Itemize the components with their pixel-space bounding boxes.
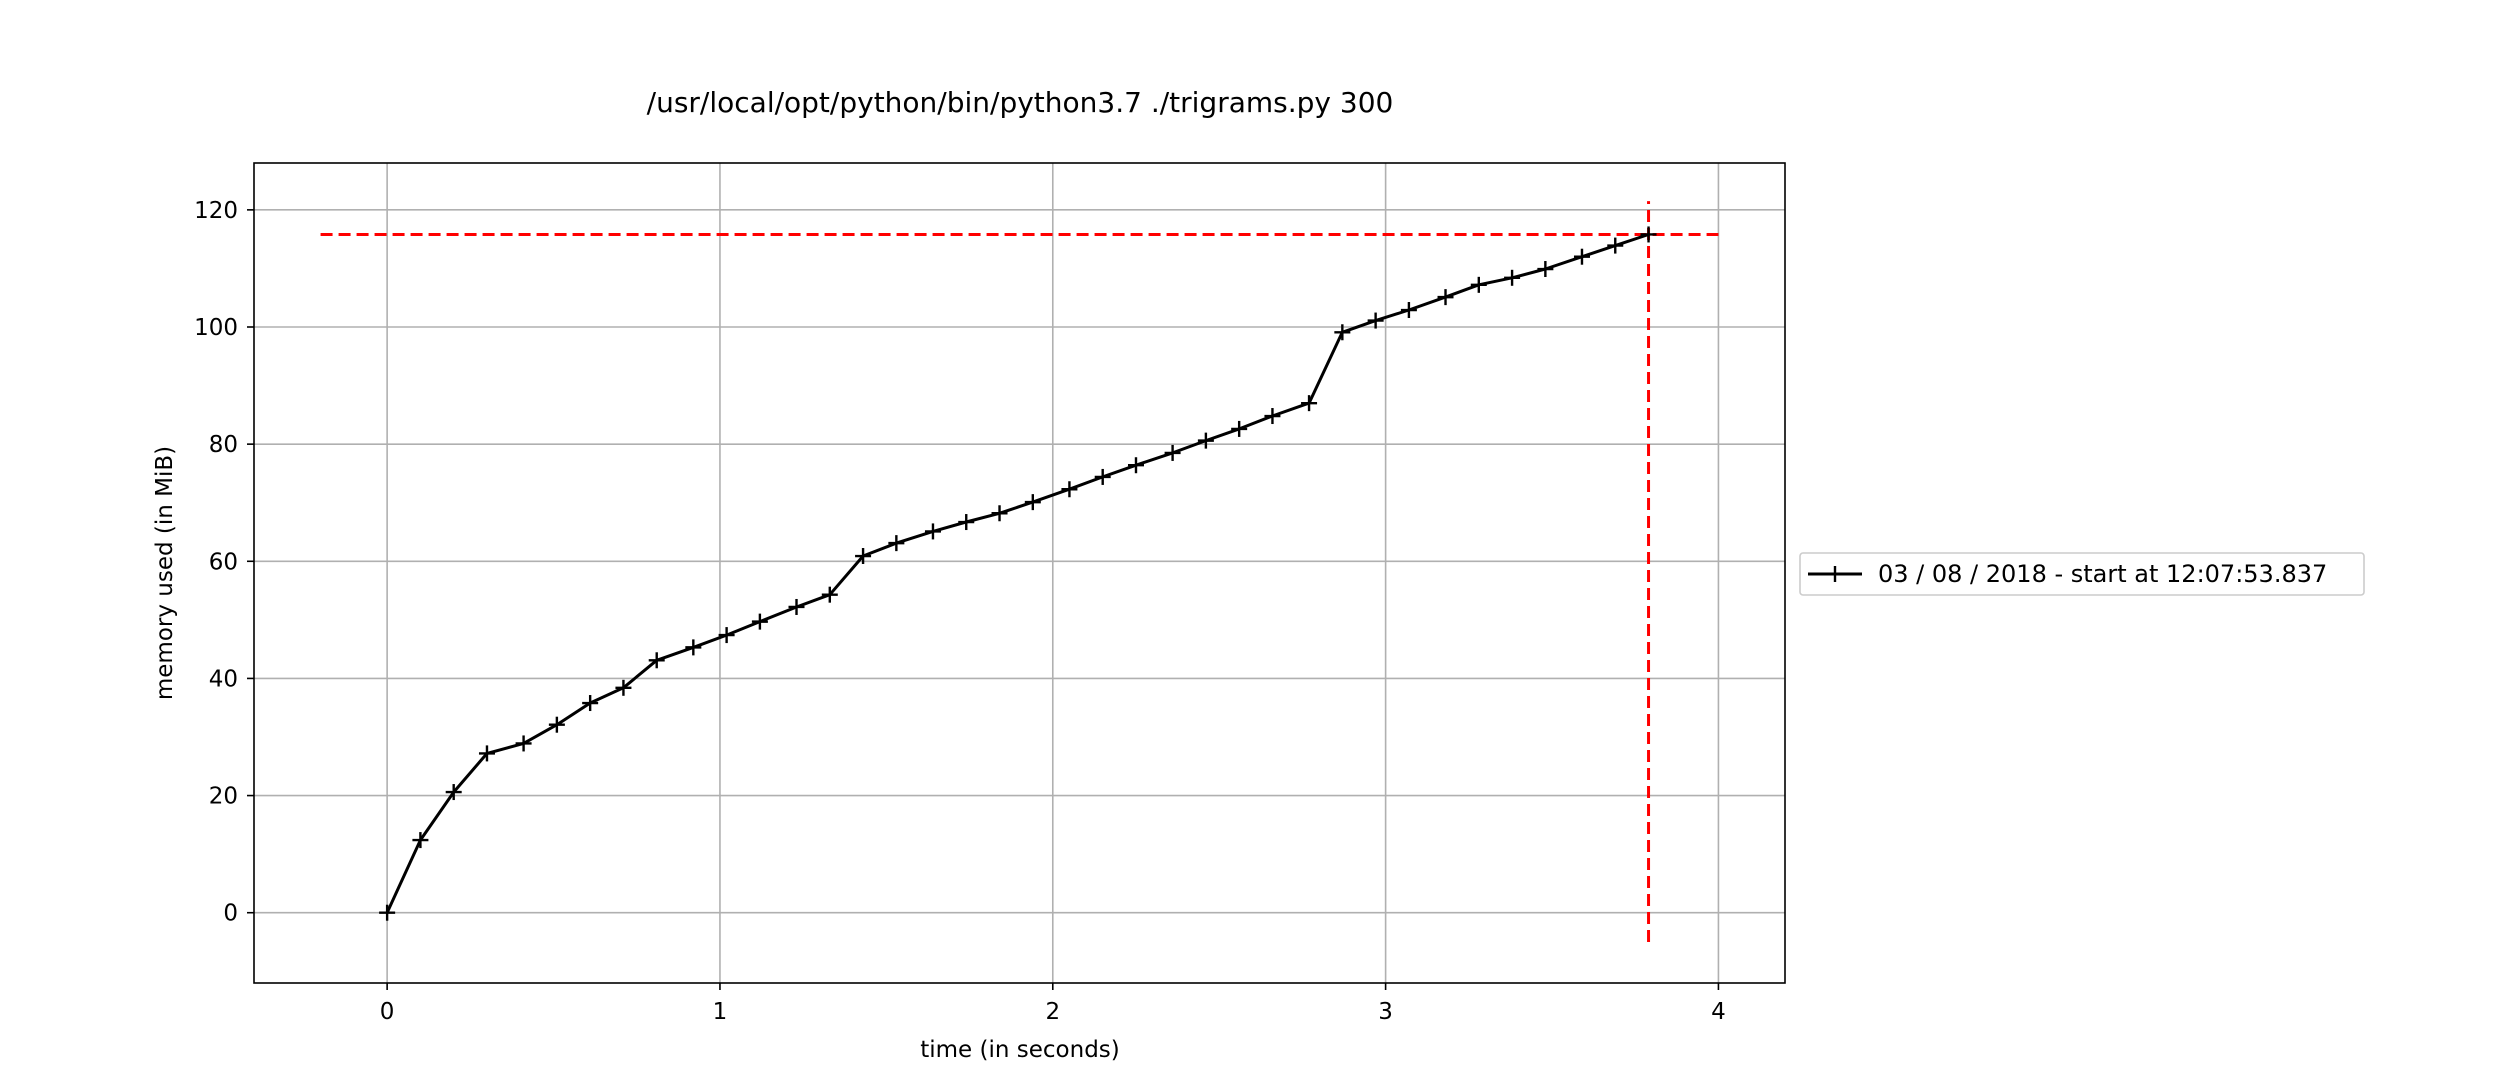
data-point <box>379 904 396 921</box>
data-point <box>1367 312 1384 329</box>
reference-lines <box>320 201 1719 942</box>
data-point <box>648 652 665 669</box>
data-point <box>582 695 599 712</box>
data-point <box>515 735 532 752</box>
legend-box <box>1799 552 2365 596</box>
data-point <box>1127 457 1144 474</box>
data-point <box>685 639 702 656</box>
data-point <box>718 627 735 644</box>
y-tick-label: 100 <box>194 315 238 341</box>
data-point <box>1470 276 1487 293</box>
grid-lines <box>254 163 1785 983</box>
y-tick-label: 20 <box>209 784 238 810</box>
series-line <box>385 233 1649 914</box>
data-point <box>1301 395 1318 412</box>
data-point <box>1094 468 1111 485</box>
data-point <box>1537 261 1554 278</box>
x-tick-label: 2 <box>1045 999 1060 1025</box>
data-point <box>821 586 838 603</box>
data-point <box>412 832 429 849</box>
y-tick-label: 80 <box>209 432 238 458</box>
data-point <box>1061 481 1078 498</box>
data-point <box>751 613 768 630</box>
x-tick-label: 0 <box>380 999 395 1025</box>
data-point <box>888 535 905 552</box>
legend-marker-sample <box>1827 566 1843 582</box>
data-point <box>1231 420 1248 437</box>
data-point <box>1437 289 1454 306</box>
y-tick-label: 40 <box>209 666 238 692</box>
y-tick-label: 60 <box>209 549 238 575</box>
data-point <box>1264 408 1281 425</box>
data-point <box>1504 269 1521 286</box>
x-axis-label: time (in seconds) <box>920 1037 1120 1063</box>
chart-title: /usr/local/opt/python/bin/python3.7 ./tr… <box>647 86 1394 119</box>
y-axis-label: memory used (in MiB) <box>152 446 178 700</box>
data-point <box>615 679 632 696</box>
x-tick-label: 3 <box>1378 999 1393 1025</box>
data-point <box>1197 432 1214 449</box>
data-point <box>548 716 565 733</box>
data-point <box>1640 226 1657 243</box>
data-point <box>1607 237 1624 254</box>
data-point <box>958 514 975 531</box>
legend-label: 03 / 08 / 2018 - start at 12:07:53.837 <box>1878 560 2327 588</box>
x-tick-label: 4 <box>1711 999 1726 1025</box>
data-point <box>1164 444 1181 461</box>
data-point <box>1573 248 1590 265</box>
data-point <box>1400 302 1417 319</box>
data-point <box>991 505 1008 522</box>
y-tick-label: 0 <box>223 901 238 927</box>
data-point <box>924 523 941 540</box>
plot-frame <box>253 162 1786 984</box>
data-point <box>445 784 462 801</box>
data-point <box>1334 324 1351 341</box>
legend: 03 / 08 / 2018 - start at 12:07:53.837 <box>1799 552 2365 596</box>
x-tick-label: 1 <box>713 999 728 1025</box>
data-point <box>855 548 872 565</box>
y-tick-label: 120 <box>194 198 238 224</box>
data-point <box>478 745 495 762</box>
data-point <box>1024 494 1041 511</box>
data-series <box>379 226 1657 921</box>
data-point <box>788 598 805 615</box>
